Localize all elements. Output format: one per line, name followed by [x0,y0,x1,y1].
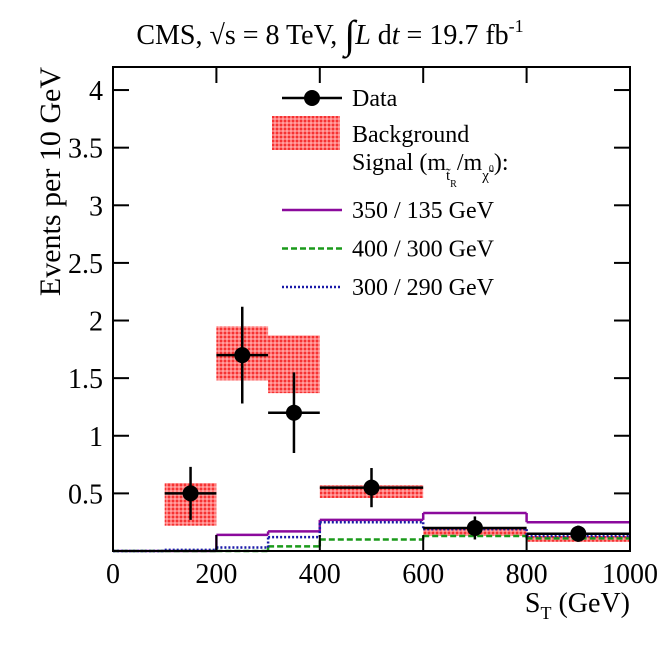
legend-marker [304,90,320,106]
y-tick-label: 3 [89,191,103,222]
data-point [285,404,302,421]
title-part: -1 [509,16,524,36]
legend-header-part: t̃ [446,168,451,184]
title-part: t [392,20,401,51]
y-tick-label: 2 [89,307,103,338]
data-point [363,479,380,496]
legend-header-part: 0 [489,164,494,175]
x-tick-label: 200 [195,559,237,590]
data-point [570,525,587,542]
legend-header-part: ): [494,150,509,176]
legend-header-part: /m [457,150,483,176]
y-tick-label: 3.5 [68,134,103,165]
y-tick-label: 0.5 [68,479,103,510]
title-part: L [354,20,371,51]
legend-header-part: Signal (m [352,150,446,176]
title-part: = 19.7 fb [400,20,509,51]
legend-label: 400 / 300 GeV [352,237,495,263]
data-point [234,347,251,364]
legend-label: 300 / 290 GeV [352,275,495,301]
y-tick-label: 1.5 [68,364,103,395]
x-axis-label: ST (GeV) [525,588,630,623]
title-part: ∫ [341,12,358,59]
x-tick-label: 400 [299,559,341,590]
legend-header-part: R [450,179,457,190]
title-part: s = 8 TeV, [225,20,344,51]
y-tick-label: 2.5 [68,249,103,280]
y-axis-label: Events per 10 GeV [34,67,67,296]
x-tick-label: 800 [506,559,548,590]
x-label-part: (GeV) [551,588,630,619]
x-tick-label: 600 [402,559,444,590]
title-part: √ [209,20,225,51]
title-part: d [371,20,392,51]
x-tick-label: 0 [106,559,120,590]
data-point [182,485,199,502]
legend-label: Background [352,122,469,148]
title-part: CMS, [136,20,209,51]
legend-label: Data [352,86,398,112]
x-tick-label: 1000 [602,559,658,590]
legend-header: Signal (mt̃R/mχ̃0): [352,150,509,190]
y-tick-label: 4 [89,76,103,107]
chart-title: CMS, √s = 8 TeV, ∫L dt = 19.7 fb-1 [136,12,523,59]
x-label-part: S [525,588,541,619]
legend-marker [272,116,340,150]
x-label-part: T [540,603,551,623]
plot-frame [112,66,631,552]
data-point [466,519,483,536]
y-tick-label: 1 [89,422,103,453]
legend-label: 350 / 135 GeV [352,198,495,224]
